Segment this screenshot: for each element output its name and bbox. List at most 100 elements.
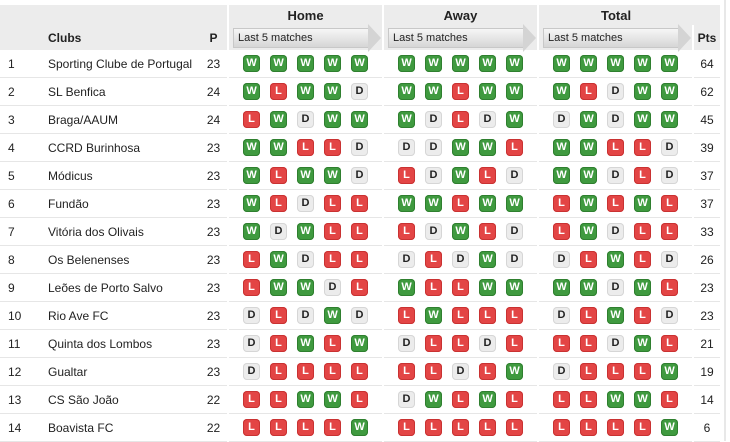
result-badge-win: W — [580, 111, 598, 128]
result-badge-draw: D — [607, 335, 625, 352]
result-badge-draw: D — [553, 111, 571, 128]
result-badge-loss: L — [351, 251, 369, 268]
result-badge-win: W — [479, 55, 497, 72]
table-row: 11 Quinta dos Lombos 23 D L W L W D L L D L L L D W L 21 — [0, 329, 721, 358]
result-badge-win: W — [351, 111, 369, 128]
result-badge-draw: D — [425, 139, 443, 156]
result-badge-loss: L — [398, 223, 416, 240]
table-row: 2 SL Benfica 24 W L W W D W W L W W W L D W W 62 — [0, 77, 721, 106]
club-cell: Os Belenenses — [40, 245, 200, 274]
total-last5-label: Last 5 matches — [543, 23, 692, 52]
result-badge-loss: L — [580, 307, 598, 324]
result-badge-loss: L — [351, 223, 369, 240]
result-badge-draw: D — [452, 251, 470, 268]
club-cell: CCRD Burinhosa — [40, 133, 200, 162]
result-badge-draw: D — [297, 195, 315, 212]
club-cell: Fundão — [40, 189, 200, 218]
result-badge-draw: D — [553, 363, 571, 380]
result-badge-draw: D — [452, 363, 470, 380]
result-badge-loss: L — [398, 419, 416, 436]
club-cell: Leões de Porto Salvo — [40, 273, 200, 302]
result-badge-win: W — [553, 279, 571, 296]
result-badge-draw: D — [243, 335, 261, 352]
result-badge-win: W — [324, 111, 342, 128]
result-badge-draw: D — [607, 83, 625, 100]
result-badge-loss: L — [270, 83, 288, 100]
result-badge-win: W — [553, 55, 571, 72]
result-badge-win: W — [479, 391, 497, 408]
result-badge-loss: L — [297, 363, 315, 380]
result-badge-loss: L — [452, 111, 470, 128]
result-badge-win: W — [661, 363, 679, 380]
result-badge-loss: L — [661, 391, 679, 408]
result-badge-draw: D — [324, 279, 342, 296]
result-badge-draw: D — [351, 83, 369, 100]
table-row: 3 Braga/AAUM 24 L W D W W W D L D W D W D W W 45 — [0, 105, 721, 134]
club-cell: Módicus — [40, 161, 200, 190]
result-badge-loss: L — [661, 223, 679, 240]
result-badge-win: W — [661, 111, 679, 128]
result-badge-win: W — [479, 83, 497, 100]
result-badge-loss: L — [324, 419, 342, 436]
club-cell: Rio Ave FC — [40, 301, 200, 330]
result-badge-loss: L — [580, 363, 598, 380]
result-badge-draw: D — [553, 307, 571, 324]
table-row: 13 CS São João 22 L L W W L D W L W L L L W W L 14 — [0, 385, 721, 414]
played-cell: 24 — [200, 77, 229, 106]
result-badge-loss: L — [634, 167, 652, 184]
home-header: Home — [227, 5, 384, 25]
result-badge-win: W — [452, 167, 470, 184]
result-badge-win: W — [297, 167, 315, 184]
result-badge-draw: D — [607, 223, 625, 240]
result-badge-loss: L — [270, 167, 288, 184]
played-cell: 23 — [200, 50, 229, 78]
rank-cell: 7 — [0, 217, 40, 246]
result-badge-win: W — [297, 55, 315, 72]
result-badge-draw: D — [607, 111, 625, 128]
home-last5-label: Last 5 matches — [233, 23, 382, 52]
result-badge-loss: L — [661, 335, 679, 352]
result-badge-loss: L — [506, 419, 524, 436]
club-cell: Gualtar — [40, 357, 200, 386]
played-cell: 23 — [200, 245, 229, 274]
result-badge-win: W — [634, 279, 652, 296]
result-badge-win: W — [479, 195, 497, 212]
result-badge-loss: L — [452, 195, 470, 212]
result-badge-loss: L — [661, 279, 679, 296]
result-badge-loss: L — [351, 279, 369, 296]
result-badge-win: W — [297, 83, 315, 100]
result-badge-win: W — [398, 83, 416, 100]
result-badge-loss: L — [297, 419, 315, 436]
rank-header — [0, 25, 40, 50]
result-badge-loss: L — [479, 167, 497, 184]
table-row: 12 Gualtar 23 D L L L L L L D L W D L L L W 19 — [0, 357, 721, 386]
result-badge-loss: L — [243, 391, 261, 408]
result-badge-loss: L — [243, 111, 261, 128]
result-badge-draw: D — [351, 139, 369, 156]
header-blank-pts — [693, 5, 721, 25]
result-badge-loss: L — [324, 195, 342, 212]
rank-cell: 14 — [0, 413, 40, 442]
result-badge-win: W — [580, 279, 598, 296]
away-last5-label: Last 5 matches — [388, 23, 537, 52]
table-row: 9 Leões de Porto Salvo 23 L W W D L W L L W W W W D W L 23 — [0, 273, 721, 302]
result-badge-draw: D — [351, 167, 369, 184]
table-row: 8 Os Belenenses 23 L W D L L D L D W D D L W L D 26 — [0, 245, 721, 274]
result-badge-loss: L — [479, 419, 497, 436]
result-badge-win: W — [634, 83, 652, 100]
result-badge-win: W — [243, 55, 261, 72]
scrollbar[interactable] — [724, 0, 726, 441]
result-badge-win: W — [607, 391, 625, 408]
